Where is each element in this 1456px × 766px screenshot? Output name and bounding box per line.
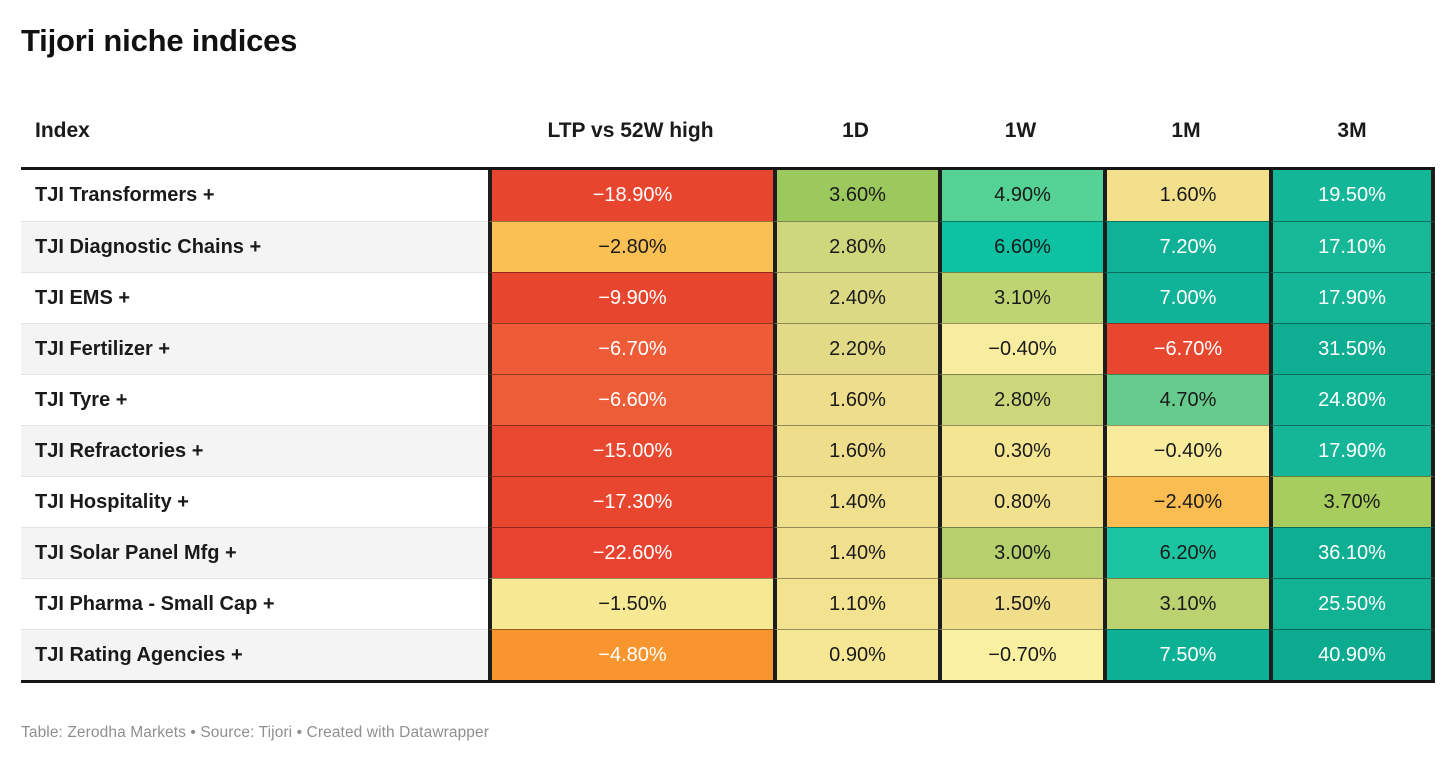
- cell-1w: 0.80%: [938, 476, 1103, 528]
- index-name-cell[interactable]: TJI Rating Agencies +: [21, 629, 488, 681]
- table-body: TJI Transformers + −18.90% 3.60% 4.90% 1…: [21, 167, 1435, 684]
- index-name-cell[interactable]: TJI Pharma - Small Cap +: [21, 578, 488, 630]
- column-header-ltp-52w[interactable]: LTP vs 52W high: [547, 119, 714, 143]
- cell-1m: 3.10%: [1103, 578, 1269, 630]
- index-name-cell[interactable]: TJI Fertilizer +: [21, 323, 488, 375]
- table-row: TJI Fertilizer + −6.70% 2.20% −0.40% −6.…: [21, 323, 1435, 375]
- cell-1d: 1.40%: [773, 527, 938, 579]
- table-row: TJI Hospitality + −17.30% 1.40% 0.80% −2…: [21, 476, 1435, 528]
- table-row: TJI Refractories + −15.00% 1.60% 0.30% −…: [21, 425, 1435, 477]
- cell-1m: 6.20%: [1103, 527, 1269, 579]
- cell-3m: 3.70%: [1269, 476, 1435, 528]
- cell-ltp-52w: −22.60%: [488, 527, 773, 579]
- table-header: Index LTP vs 52W high 1D 1W 1M 3M: [21, 119, 1435, 167]
- cell-3m: 36.10%: [1269, 527, 1435, 579]
- cell-1w: 3.00%: [938, 527, 1103, 579]
- cell-1w: −0.40%: [938, 323, 1103, 375]
- cell-1d: 0.90%: [773, 629, 938, 681]
- cell-ltp-52w: −17.30%: [488, 476, 773, 528]
- cell-1m: 1.60%: [1103, 170, 1269, 222]
- cell-1d: 1.40%: [773, 476, 938, 528]
- index-name-cell[interactable]: TJI Diagnostic Chains +: [21, 221, 488, 273]
- cell-3m: 31.50%: [1269, 323, 1435, 375]
- table-row: TJI Tyre + −6.60% 1.60% 2.80% 4.70% 24.8…: [21, 374, 1435, 426]
- column-header-1w[interactable]: 1W: [1004, 119, 1037, 143]
- index-name-cell[interactable]: TJI Refractories +: [21, 425, 488, 477]
- index-name-cell[interactable]: TJI Solar Panel Mfg +: [21, 527, 488, 579]
- cell-1d: 1.60%: [773, 425, 938, 477]
- table-row: TJI Rating Agencies + −4.80% 0.90% −0.70…: [21, 629, 1435, 681]
- cell-1w: 3.10%: [938, 272, 1103, 324]
- cell-1w: 0.30%: [938, 425, 1103, 477]
- cell-1m: 7.00%: [1103, 272, 1269, 324]
- cell-ltp-52w: −4.80%: [488, 629, 773, 681]
- cell-1m: 7.20%: [1103, 221, 1269, 273]
- cell-ltp-52w: −18.90%: [488, 170, 773, 222]
- cell-ltp-52w: −1.50%: [488, 578, 773, 630]
- cell-1d: 2.80%: [773, 221, 938, 273]
- chart-container: Tijori niche indices Index LTP vs 52W hi…: [21, 23, 1435, 742]
- column-header-index[interactable]: Index: [35, 119, 90, 143]
- cell-3m: 24.80%: [1269, 374, 1435, 426]
- table-row: TJI Transformers + −18.90% 3.60% 4.90% 1…: [21, 170, 1435, 222]
- column-header-3m[interactable]: 3M: [1337, 119, 1367, 143]
- cell-1d: 2.40%: [773, 272, 938, 324]
- index-name-cell[interactable]: TJI Transformers +: [21, 170, 488, 222]
- cell-1w: 1.50%: [938, 578, 1103, 630]
- index-name-cell[interactable]: TJI Hospitality +: [21, 476, 488, 528]
- cell-ltp-52w: −15.00%: [488, 425, 773, 477]
- cell-ltp-52w: −6.60%: [488, 374, 773, 426]
- column-header-1m[interactable]: 1M: [1171, 119, 1201, 143]
- cell-1m: −2.40%: [1103, 476, 1269, 528]
- cell-3m: 17.90%: [1269, 272, 1435, 324]
- cell-1d: 1.60%: [773, 374, 938, 426]
- cell-1w: 6.60%: [938, 221, 1103, 273]
- column-header-1d[interactable]: 1D: [842, 119, 869, 143]
- cell-1w: 2.80%: [938, 374, 1103, 426]
- cell-ltp-52w: −2.80%: [488, 221, 773, 273]
- cell-1m: 4.70%: [1103, 374, 1269, 426]
- cell-3m: 17.10%: [1269, 221, 1435, 273]
- cell-3m: 40.90%: [1269, 629, 1435, 681]
- table-row: TJI Diagnostic Chains + −2.80% 2.80% 6.6…: [21, 221, 1435, 273]
- cell-1m: −0.40%: [1103, 425, 1269, 477]
- index-name-cell[interactable]: TJI EMS +: [21, 272, 488, 324]
- cell-1w: −0.70%: [938, 629, 1103, 681]
- cell-1d: 3.60%: [773, 170, 938, 222]
- cell-ltp-52w: −6.70%: [488, 323, 773, 375]
- index-name-cell[interactable]: TJI Tyre +: [21, 374, 488, 426]
- table-row: TJI Pharma - Small Cap + −1.50% 1.10% 1.…: [21, 578, 1435, 630]
- cell-1m: 7.50%: [1103, 629, 1269, 681]
- cell-1d: 1.10%: [773, 578, 938, 630]
- cell-ltp-52w: −9.90%: [488, 272, 773, 324]
- attribution-line: Table: Zerodha Markets • Source: Tijori …: [21, 724, 490, 742]
- cell-1m: −6.70%: [1103, 323, 1269, 375]
- table-row: TJI EMS + −9.90% 2.40% 3.10% 7.00% 17.90…: [21, 272, 1435, 324]
- cell-1d: 2.20%: [773, 323, 938, 375]
- page-title: Tijori niche indices: [21, 23, 298, 58]
- table-row: TJI Solar Panel Mfg + −22.60% 1.40% 3.00…: [21, 527, 1435, 579]
- cell-3m: 19.50%: [1269, 170, 1435, 222]
- cell-3m: 25.50%: [1269, 578, 1435, 630]
- cell-3m: 17.90%: [1269, 425, 1435, 477]
- cell-1w: 4.90%: [938, 170, 1103, 222]
